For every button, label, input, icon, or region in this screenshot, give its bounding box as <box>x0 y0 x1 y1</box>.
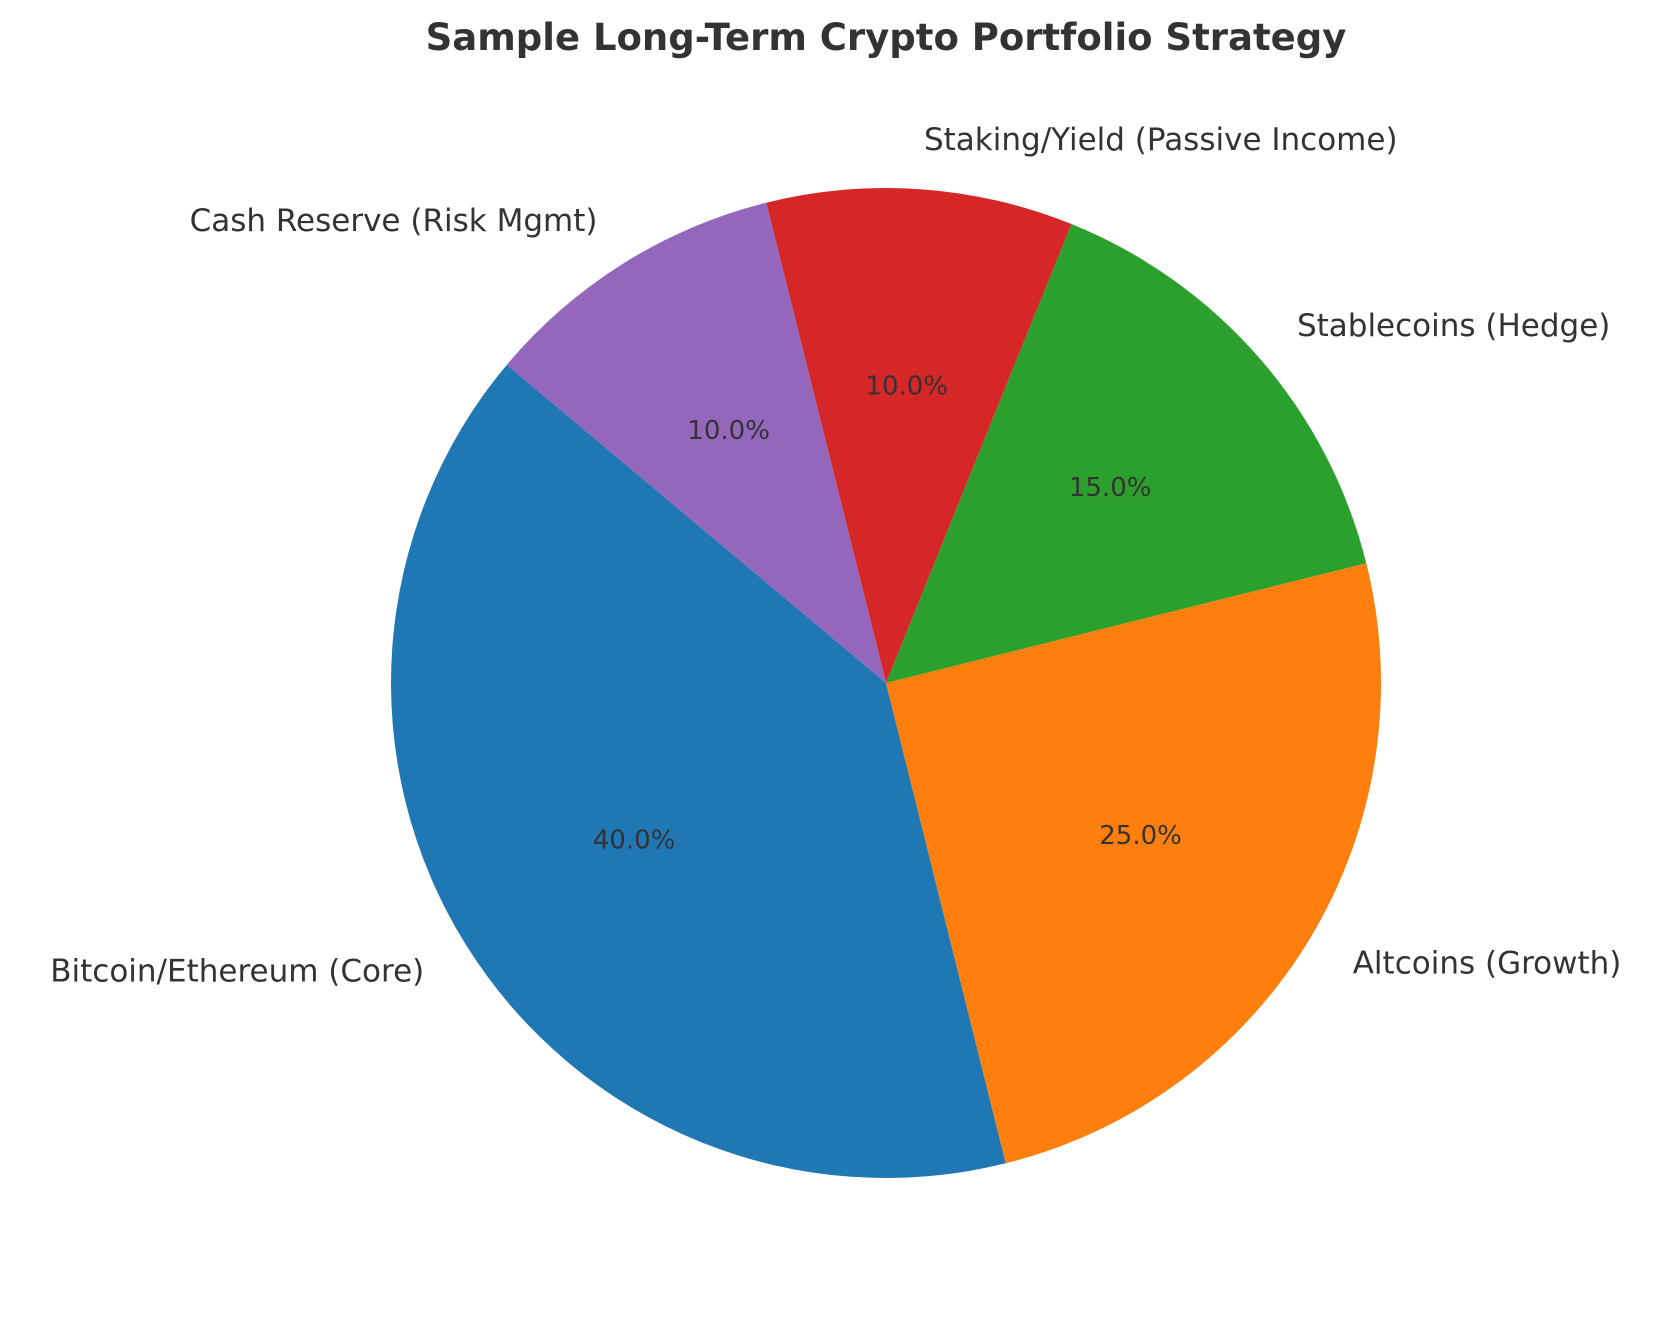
slice-label-bitcoin-ethereum-core: Bitcoin/Ethereum (Core) <box>50 954 424 990</box>
percentage-labels: 40.0% 25.0% 15.0% 10.0% 10.0% <box>593 372 1182 856</box>
pie-slice-altcoins-growth <box>886 563 1381 1164</box>
slice-percentage-stablecoins-hedge: 15.0% <box>1069 473 1152 503</box>
pie-slice-staking-yield-passive-income <box>766 188 1072 683</box>
pie-slices <box>391 188 1381 1178</box>
slice-label-stablecoins-hedge: Stablecoins (Hedge) <box>1297 308 1610 344</box>
category-labels: Bitcoin/Ethereum (Core) Altcoins (Growth)… <box>50 122 1621 990</box>
slice-label-staking-yield-passive-income: Staking/Yield (Passive Income) <box>924 122 1398 158</box>
slice-percentage-staking-yield-passive-income: 10.0% <box>865 372 948 402</box>
slice-label-cash-reserve-risk-mgmt: Cash Reserve (Risk Mgmt) <box>190 203 598 239</box>
slice-percentage-cash-reserve-risk-mgmt: 10.0% <box>687 416 770 446</box>
slice-label-altcoins-growth: Altcoins (Growth) <box>1353 945 1622 981</box>
slice-percentage-altcoins-growth: 25.0% <box>1099 821 1182 851</box>
pie-slice-bitcoin-ethereum-core <box>391 364 1006 1178</box>
pie-slice-cash-reserve-risk-mgmt <box>506 202 886 683</box>
slice-percentage-bitcoin-ethereum-core: 40.0% <box>593 825 676 855</box>
chart-title: Sample Long-Term Crypto Portfolio Strate… <box>426 16 1347 59</box>
pie-slice-stablecoins-hedge <box>886 224 1367 683</box>
